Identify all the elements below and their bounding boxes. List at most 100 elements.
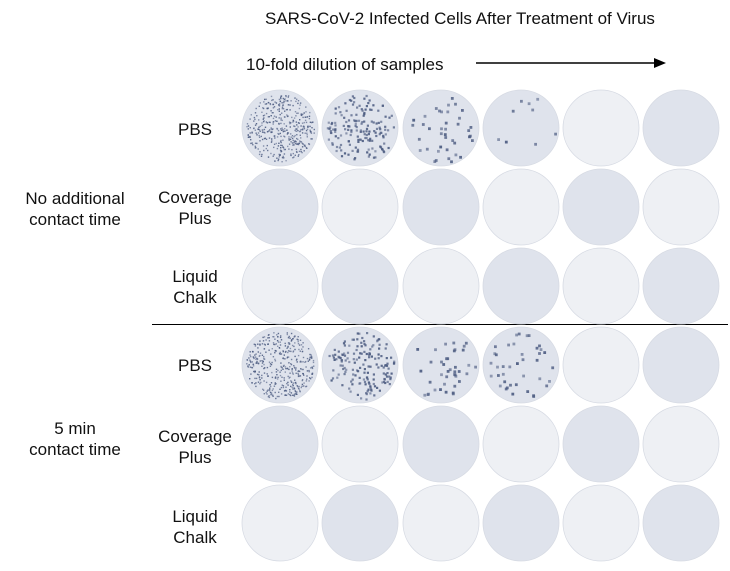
plaque: [276, 128, 279, 130]
plaque: [305, 360, 307, 363]
plaque: [290, 100, 292, 102]
plaque: [263, 367, 265, 370]
plaque: [262, 388, 264, 390]
plaque: [295, 392, 297, 394]
plaque: [525, 334, 529, 338]
plaque: [297, 155, 299, 157]
plaque: [280, 386, 283, 389]
plaque: [284, 394, 286, 396]
plaque: [302, 368, 304, 371]
plaque: [306, 378, 308, 380]
plaque: [269, 365, 272, 367]
plaque: [279, 388, 281, 390]
plaque: [359, 129, 362, 132]
plaque: [258, 362, 260, 364]
plaque: [282, 130, 284, 133]
plaque: [294, 140, 296, 142]
plaque: [382, 372, 385, 375]
plaque: [298, 370, 300, 372]
plaque: [354, 119, 357, 122]
plaque: [262, 121, 265, 123]
plaque: [358, 104, 361, 107]
plaque: [282, 357, 284, 360]
plaque: [444, 342, 447, 346]
plaque: [377, 109, 380, 112]
plaque: [359, 130, 362, 133]
plaque: [348, 344, 351, 347]
plaque: [264, 132, 266, 134]
plaque: [272, 342, 275, 344]
plaque: [350, 380, 353, 383]
plaque: [269, 363, 272, 365]
plaque: [266, 366, 269, 369]
plaque: [329, 126, 332, 129]
plaque: [283, 147, 285, 149]
plaque: [365, 392, 368, 395]
plaque: [423, 393, 427, 397]
plaque: [273, 115, 276, 117]
plaque: [289, 376, 291, 378]
plaque: [290, 136, 292, 138]
plaque: [362, 363, 365, 366]
plaque: [269, 121, 271, 124]
plaque: [305, 129, 308, 132]
plaque: [278, 117, 280, 119]
plaque: [263, 358, 265, 360]
plaque: [332, 356, 335, 359]
plaque: [366, 378, 369, 381]
plaque: [258, 136, 261, 138]
well-disk: [642, 405, 720, 483]
plaque: [267, 116, 270, 118]
plaque: [384, 364, 387, 367]
plaque: [273, 336, 275, 338]
plaque: [303, 374, 305, 376]
plaque: [434, 107, 438, 110]
plaque: [416, 348, 420, 351]
plaque: [279, 351, 281, 354]
plaque: [489, 361, 493, 365]
plaque: [298, 344, 301, 346]
plaque: [275, 371, 278, 373]
plaque: [271, 128, 273, 131]
plaque: [267, 156, 270, 158]
plaque: [287, 95, 290, 97]
plaque: [294, 355, 296, 358]
plaque: [270, 115, 272, 117]
plaque: [277, 332, 280, 335]
plaque: [287, 350, 290, 352]
well: [482, 247, 560, 325]
plaque: [353, 158, 356, 161]
dilution-arrow-icon: [476, 58, 666, 68]
plaque: [301, 146, 304, 148]
plaque: [371, 345, 374, 348]
well-disk: [482, 89, 560, 167]
plaque: [428, 127, 431, 131]
plaque: [264, 98, 266, 101]
well: [321, 484, 399, 562]
plaque: [310, 122, 313, 124]
plaque: [447, 103, 450, 107]
plaque: [248, 364, 250, 366]
plaque: [282, 146, 284, 148]
plaque: [305, 121, 308, 124]
plaque: [291, 386, 293, 389]
plaque: [298, 142, 301, 144]
plaque: [297, 354, 300, 357]
plaque: [288, 136, 290, 138]
plaque: [362, 378, 365, 381]
plaque: [274, 382, 276, 384]
plaque: [360, 122, 363, 125]
plaque: [278, 108, 280, 110]
plaque: [297, 112, 299, 114]
plaque: [270, 385, 272, 388]
plaque: [288, 121, 291, 123]
plaque: [545, 384, 549, 388]
plaque: [378, 343, 381, 346]
plaque: [310, 131, 312, 133]
well-disk: [482, 247, 560, 325]
plaque: [278, 395, 280, 398]
plaque: [258, 374, 260, 376]
plaque: [282, 102, 285, 104]
plaque: [290, 350, 292, 353]
plaque: [295, 372, 297, 374]
